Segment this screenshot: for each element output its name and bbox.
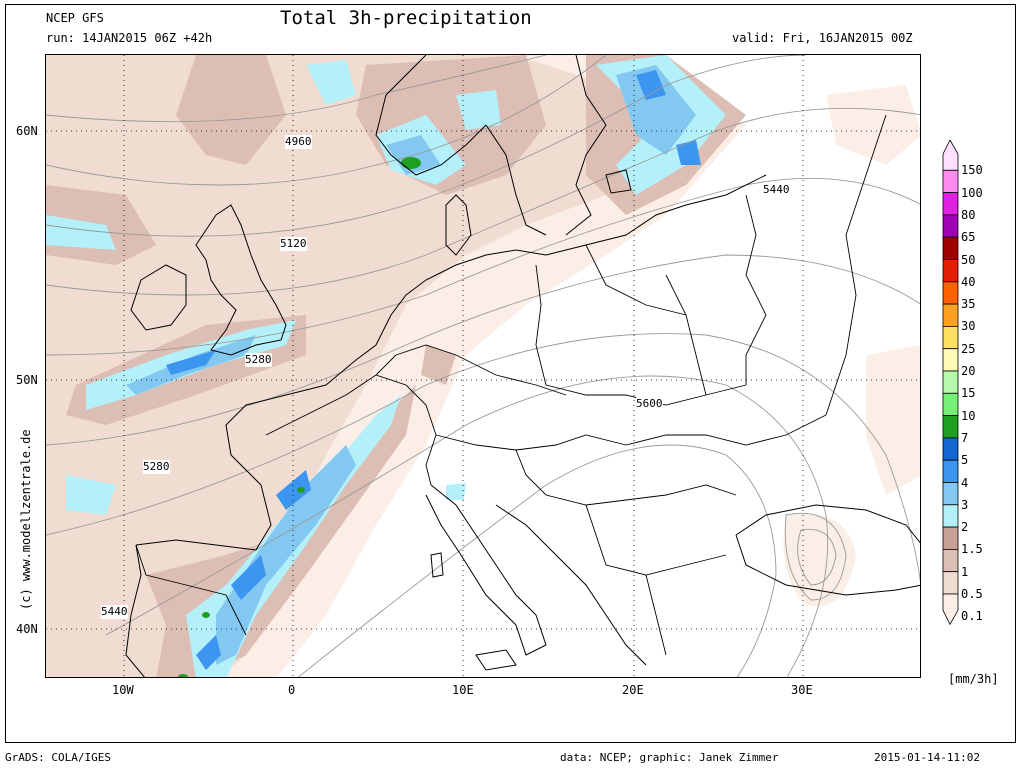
legend-units: [mm/3h]	[948, 672, 999, 686]
legend-swatch	[942, 259, 959, 283]
legend-swatch	[942, 214, 959, 238]
legend-swatch	[942, 392, 959, 417]
lon-label-10e: 10E	[452, 683, 474, 697]
legend-label: 40	[961, 274, 976, 289]
run-label: run: 14JAN2015 06Z +42h	[46, 31, 213, 45]
legend-label: 2	[961, 520, 969, 535]
legend-label: 5	[961, 453, 969, 468]
legend-swatch	[942, 348, 959, 372]
contour-label: 5120	[280, 237, 307, 251]
geopotential-contours	[46, 55, 920, 677]
legend-label: 15	[961, 386, 976, 401]
legend-swatch	[942, 593, 959, 626]
legend-swatch	[942, 236, 959, 260]
footer-timestamp: 2015-01-14-11:02	[874, 751, 980, 764]
legend-label: 1.5	[961, 542, 983, 557]
legend-label: 4	[961, 475, 969, 490]
graticule	[46, 55, 920, 677]
legend-label: 10	[961, 408, 976, 423]
legend-label: 30	[961, 319, 976, 334]
lat-label-60n: 60N	[16, 124, 38, 138]
legend-swatch	[942, 504, 959, 528]
legend-label: 150	[961, 163, 983, 178]
legend-swatch	[942, 482, 959, 506]
legend-label: 3	[961, 497, 969, 512]
country-borders	[135, 114, 887, 656]
lon-label-20e: 20E	[622, 683, 644, 697]
legend-swatch	[942, 281, 959, 305]
coastlines	[125, 55, 920, 677]
contour-label: 5600	[636, 397, 663, 411]
precipitation-map: 4960 5120 5280 5280 5440 5440 5600	[45, 54, 921, 678]
legend-swatch	[942, 192, 959, 216]
contour-label: 4960	[285, 135, 312, 149]
legend-swatch	[942, 325, 959, 350]
legend-swatch	[942, 415, 959, 439]
lon-label-0: 0	[288, 683, 296, 697]
precip-5-cells	[166, 70, 701, 670]
legend-label: 20	[961, 364, 976, 378]
legend-swatch	[942, 169, 959, 193]
contour-label: 5280	[245, 353, 272, 367]
contour-label: 5280	[143, 460, 170, 474]
legend-swatch	[942, 140, 959, 171]
plot-frame	[5, 4, 1016, 743]
legend-swatch	[942, 437, 959, 461]
footer-grads: GrADS: COLA/IGES	[5, 751, 111, 764]
legend-label: 1	[961, 564, 969, 579]
legend-label: 100	[961, 185, 983, 200]
model-label: NCEP GFS	[46, 11, 104, 25]
lat-label-40n: 40N	[16, 622, 38, 636]
legend-label: 0.5	[961, 587, 983, 601]
precip-7-cells	[178, 157, 421, 677]
valid-time: valid: Fri, 16JAN2015 00Z	[732, 31, 913, 45]
lat-label-50n: 50N	[16, 373, 38, 387]
lon-label-10w: 10W	[112, 683, 134, 697]
legend-label: 50	[961, 252, 976, 267]
legend-swatch	[942, 526, 959, 550]
legend-label: 0.1	[961, 609, 983, 624]
map-canvas	[46, 55, 920, 677]
legend-label: 7	[961, 430, 969, 445]
legend-swatch	[942, 370, 959, 394]
footer-data-credit: data: NCEP; graphic: Janek Zimmer	[560, 751, 779, 764]
legend-swatch	[942, 459, 959, 483]
lon-label-30e: 30E	[791, 683, 813, 697]
legend-swatch	[942, 571, 959, 595]
contour-label: 5440	[763, 183, 790, 197]
legend-label: 80	[961, 207, 976, 222]
chart-title: Total 3h-precipitation	[280, 7, 532, 29]
legend-label: 25	[961, 341, 976, 356]
legend-swatch	[942, 303, 959, 327]
credit-text: (c) www.modellzentrale.de	[19, 429, 33, 610]
legend-label: 35	[961, 297, 976, 312]
legend-label: 65	[961, 230, 976, 245]
legend-bar	[942, 140, 959, 626]
contour-label: 5440	[101, 605, 128, 619]
legend-swatch	[942, 548, 959, 573]
precip-light-areas	[46, 55, 920, 677]
